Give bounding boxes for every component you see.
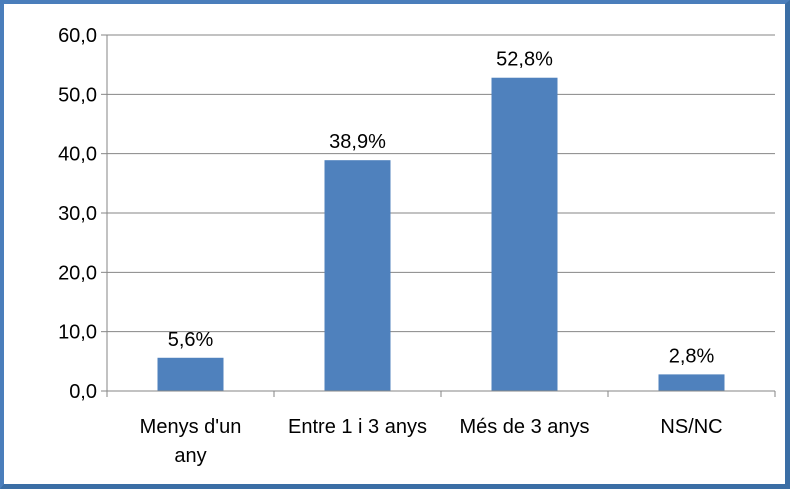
x-tick-label: any: [174, 445, 206, 467]
data-label: 2,8%: [669, 345, 715, 367]
y-tick-label: 0,0: [69, 381, 97, 403]
bar: [491, 77, 558, 391]
y-tick-label: 10,0: [58, 322, 97, 344]
x-axis-labels: Menys d'un any Entre 1 i 3 anys Més de 3 an…: [140, 416, 723, 467]
y-tick-label: 50,0: [58, 84, 97, 106]
x-tick-label: NS/NC: [660, 416, 722, 438]
y-axis-ticks: 0,0 10,0 20,0 30,0 40,0 50,0 60,0: [58, 25, 107, 403]
data-label: 52,8%: [496, 49, 553, 71]
bar: [658, 374, 725, 391]
gridlines: [107, 34, 775, 333]
y-tick-label: 30,0: [58, 203, 97, 225]
y-tick-label: 60,0: [58, 25, 97, 47]
data-label: 5,6%: [168, 329, 214, 351]
bars: [157, 77, 725, 391]
axes: [106, 35, 776, 397]
x-tick-label: Menys d'un: [140, 416, 242, 438]
data-label: 38,9%: [329, 131, 386, 153]
x-tick-label: Entre 1 i 3 anys: [288, 416, 427, 438]
x-tick-label: Més de 3 anys: [459, 416, 589, 438]
y-tick-label: 20,0: [58, 262, 97, 284]
bar: [324, 160, 391, 391]
bar: [157, 357, 224, 391]
data-labels: 5,6% 38,9% 52,8% 2,8%: [168, 49, 715, 368]
y-tick-label: 40,0: [58, 144, 97, 166]
